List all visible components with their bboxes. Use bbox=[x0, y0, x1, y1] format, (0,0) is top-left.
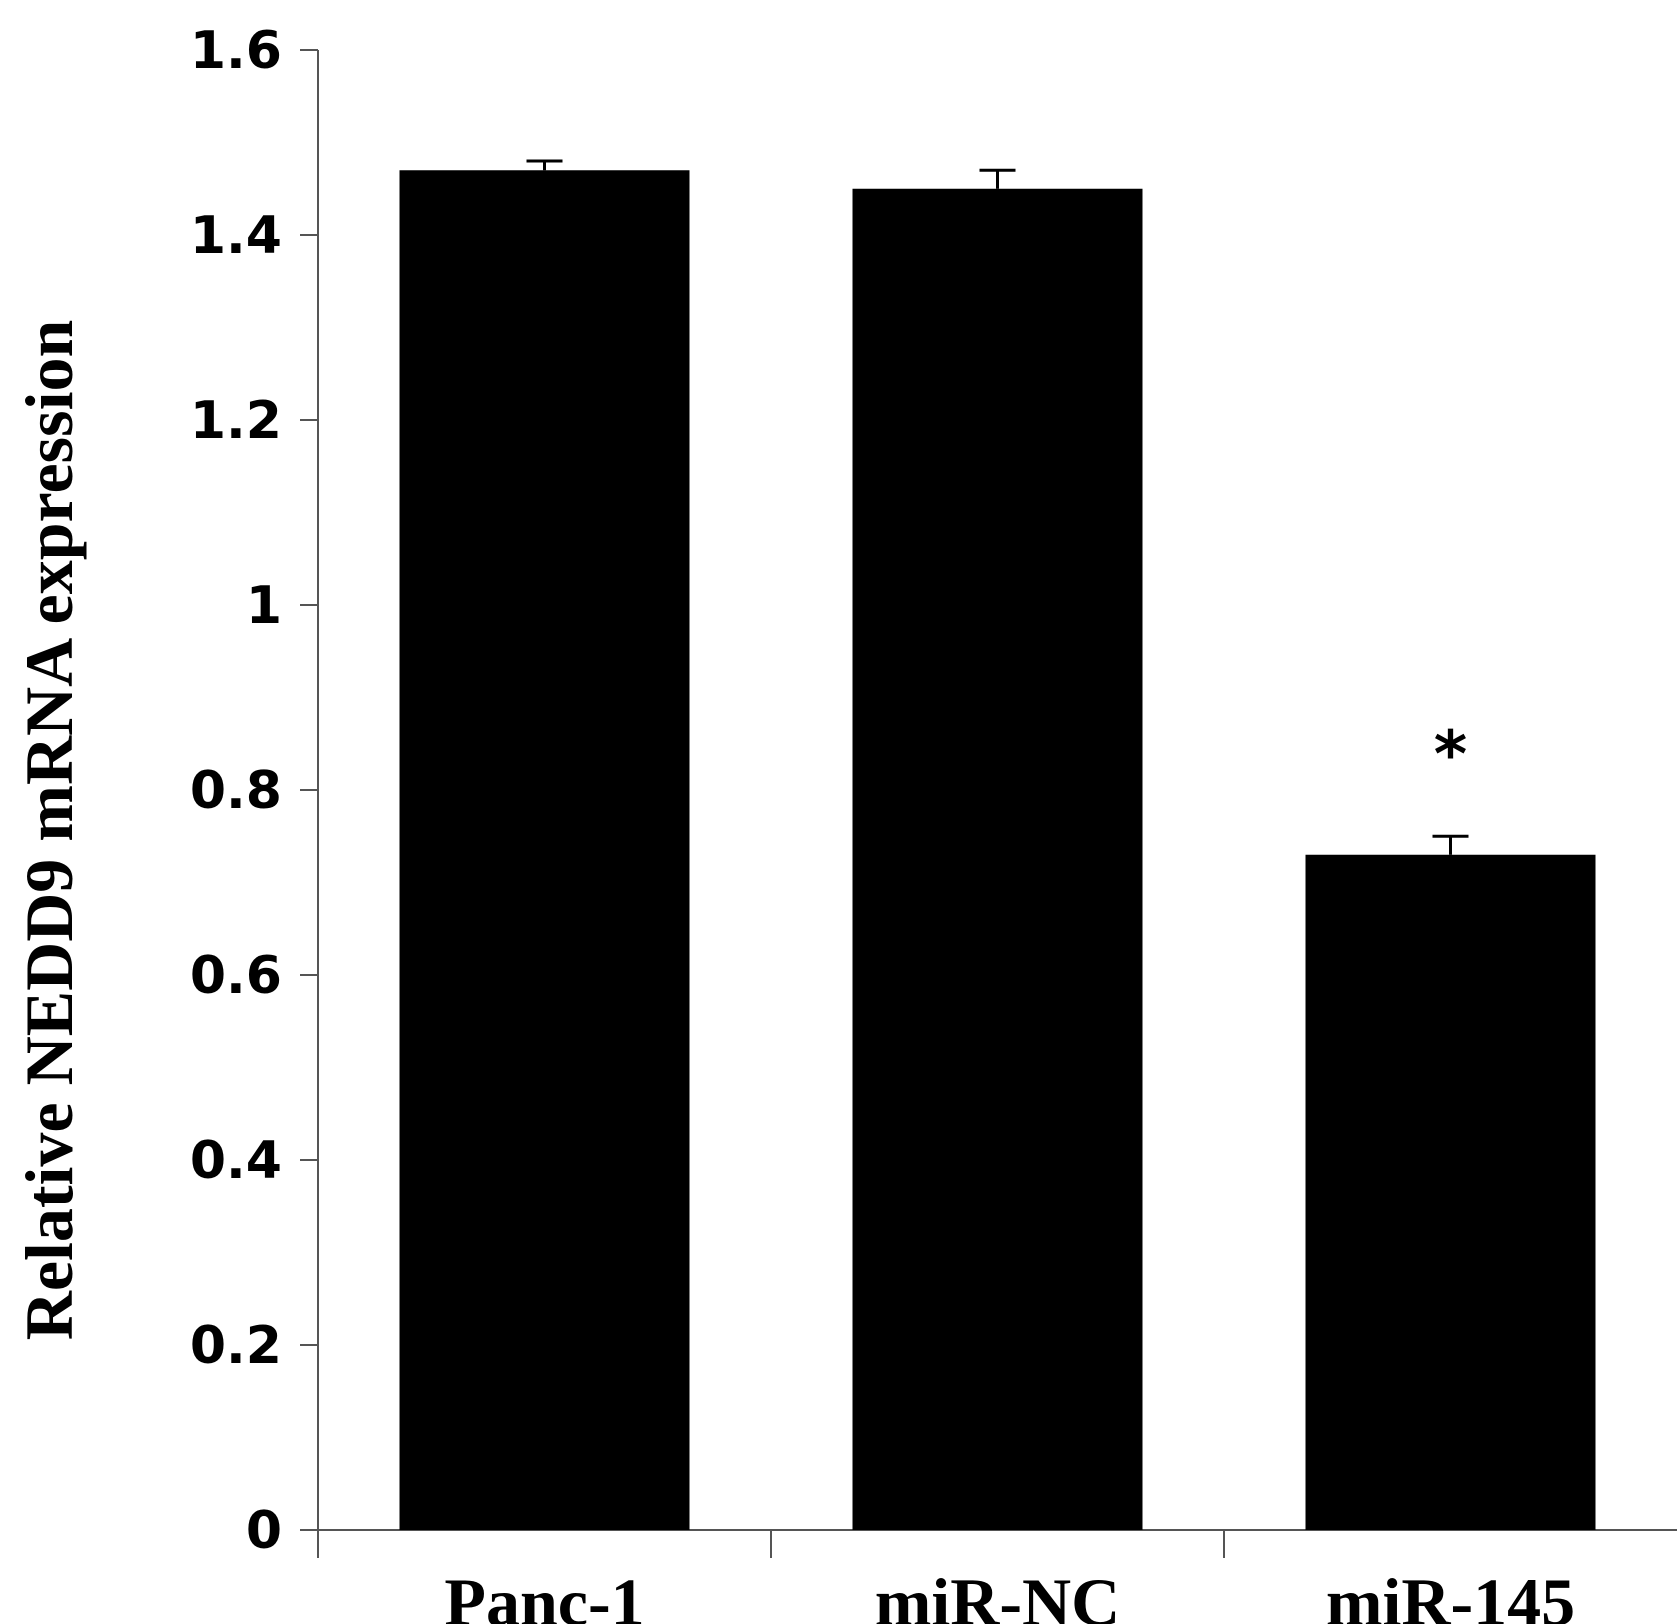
x-tick-label: miR-NC bbox=[875, 1564, 1121, 1624]
y-tick-label: 1.6 bbox=[190, 21, 282, 81]
y-axis-title: Relative NEDD9 mRNA expression bbox=[11, 320, 87, 1341]
bar bbox=[852, 188, 1143, 1530]
labels: 0 0.2 0.4 0.6 0.8 1 1.2 1.4 1.6 Panc-1 miR-NC miR-1… bbox=[190, 21, 1575, 1624]
significance-marker: * bbox=[1434, 718, 1467, 792]
y-tick-label: 1.4 bbox=[190, 206, 282, 266]
y-tick-label: 1.2 bbox=[190, 391, 282, 451]
y-tick-label: 0.2 bbox=[190, 1316, 282, 1376]
y-tick-label: 0 bbox=[246, 1501, 282, 1561]
y-tick-label: 1 bbox=[246, 576, 282, 636]
bar bbox=[399, 170, 690, 1530]
x-tick-label: Panc-1 bbox=[444, 1564, 644, 1624]
bar bbox=[1305, 854, 1596, 1530]
bars bbox=[399, 159, 1596, 1530]
y-tick-label: 0.4 bbox=[190, 1131, 282, 1191]
y-tick-label: 0.8 bbox=[190, 761, 282, 821]
x-tick-label: miR-145 bbox=[1326, 1564, 1575, 1624]
y-tick-label: 0.6 bbox=[190, 946, 282, 1006]
